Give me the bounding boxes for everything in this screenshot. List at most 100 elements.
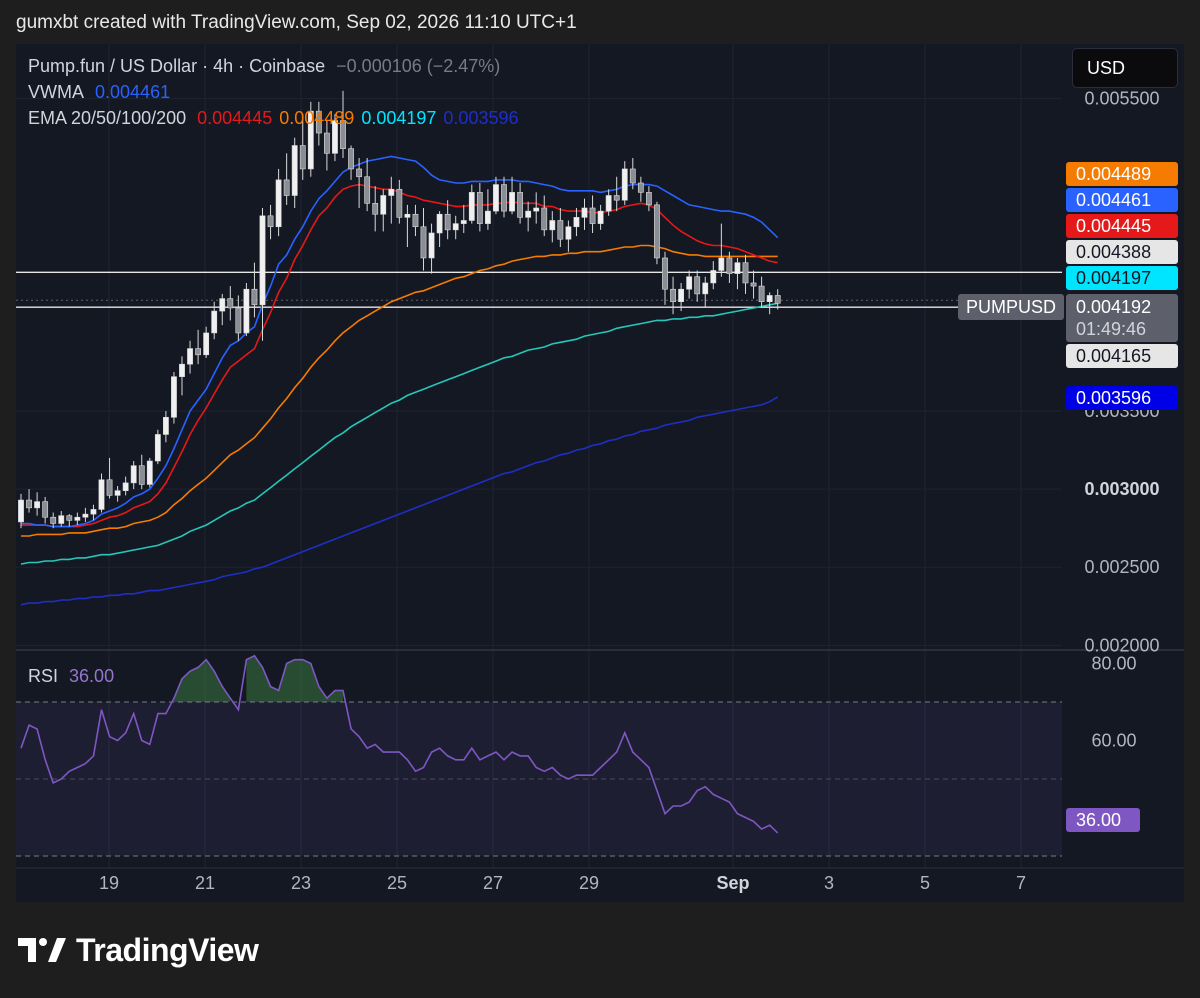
candle-down <box>195 348 201 356</box>
candle-up <box>549 220 556 231</box>
rsi-value: 36.00 <box>69 666 115 686</box>
candle-up <box>130 465 137 484</box>
candle-up <box>74 516 81 521</box>
time-axis-tick: 19 <box>99 873 119 893</box>
vwma-legend[interactable]: VWMA 0.004461 <box>28 82 176 103</box>
symbol-tag: PUMPUSD <box>958 294 1065 320</box>
rsi-axis-tick: 60.00 <box>1091 731 1136 751</box>
candle-down <box>26 499 32 509</box>
candle-up <box>460 220 467 224</box>
candle-up <box>621 168 628 201</box>
tradingview-brand[interactable]: TradingView <box>18 930 259 970</box>
ema50-price-label: 0.004489 <box>1066 162 1178 186</box>
candle-down <box>517 192 523 218</box>
candle-down <box>106 479 113 496</box>
candle-up <box>275 179 282 228</box>
price-axis-tick: 0.002500 <box>1084 557 1159 577</box>
candle-up <box>565 226 572 240</box>
chart-canvas[interactable]: 0.0055000.0035000.0030000.0025000.002000… <box>16 44 1184 902</box>
chart-credit: gumxbt created with TradingView.com, Sep… <box>16 12 577 33</box>
candle-down <box>750 282 757 287</box>
candle-down <box>742 262 749 284</box>
candle-up <box>187 348 193 365</box>
candle-up <box>18 499 24 523</box>
ema100-value: 0.004197 <box>361 108 437 128</box>
time-axis-tick: 29 <box>579 873 599 893</box>
level-high-price-label: 0.004388 <box>1066 240 1178 264</box>
vwma-label: VWMA <box>28 82 84 102</box>
last-price-value: 0.004192 <box>1076 297 1152 317</box>
candle-down <box>444 213 451 231</box>
candle-up <box>34 501 40 509</box>
candle-down <box>356 168 362 178</box>
currency-selector[interactable]: USD <box>1072 48 1178 88</box>
candle-down <box>476 192 483 224</box>
candle-up <box>211 310 218 334</box>
time-axis-tick: 21 <box>195 873 215 893</box>
candle-down <box>66 515 73 521</box>
candle-down <box>694 276 701 295</box>
vwma-value: 0.004461 <box>95 82 171 102</box>
candle-up <box>122 482 129 491</box>
candle-down <box>283 179 290 196</box>
candle-down <box>726 257 733 274</box>
price-axis-tick: 0.005500 <box>1084 89 1159 109</box>
ema200-price-label: 0.003596 <box>1066 386 1178 410</box>
chart-frame[interactable]: 0.005500 0.003500 0.003000 0.002500 0.002000… <box>16 44 1184 902</box>
candle-up <box>58 515 65 524</box>
ema20-price-label: 0.004445 <box>1066 214 1178 238</box>
candle-up <box>388 188 395 196</box>
candle-up <box>259 215 266 306</box>
candle-up <box>154 434 161 462</box>
candle-down <box>251 288 258 306</box>
candle-down <box>557 220 564 240</box>
candle-down <box>654 204 660 259</box>
candle-down <box>235 307 242 334</box>
time-axis-tick: 27 <box>483 873 503 893</box>
rsi-legend[interactable]: RSI 36.00 <box>28 666 120 687</box>
ema-legend[interactable]: EMA 20/50/100/200 0.004445 0.004489 0.00… <box>28 108 525 129</box>
candle-down <box>364 176 371 204</box>
ema-label: EMA 20/50/100/200 <box>28 108 187 128</box>
candle-down <box>541 207 548 231</box>
candle-down <box>315 110 322 134</box>
candle-up <box>573 217 580 228</box>
time-axis-tick: 5 <box>920 873 930 893</box>
symbol-title: Pump.fun / US Dollar · 4h · Coinbase <box>28 56 326 76</box>
time-axis-tick: Sep <box>716 873 749 893</box>
candle-down <box>629 168 636 184</box>
candle-up <box>734 262 741 274</box>
candle-up <box>436 213 443 234</box>
candle-up <box>605 195 612 212</box>
time-axis-tick: 25 <box>387 873 407 893</box>
candle-up <box>146 460 153 485</box>
candle-down <box>420 226 427 259</box>
candle-up <box>533 207 540 212</box>
rsi-overbought-fill <box>246 655 343 703</box>
tradingview-logo-icon <box>18 938 66 962</box>
ema20-value: 0.004445 <box>197 108 273 128</box>
candle-up <box>90 509 97 515</box>
time-axis-tick: 7 <box>1016 873 1026 893</box>
vwma-price-label: 0.004461 <box>1066 188 1178 212</box>
candle-down <box>227 298 234 309</box>
candle-down <box>42 501 49 518</box>
candle-down <box>774 295 781 304</box>
candle-up <box>702 282 709 295</box>
candle-down <box>323 132 330 154</box>
ema100-price-label: 0.004197 <box>1066 266 1178 290</box>
candle-up <box>203 332 210 356</box>
series-line-ema-200 <box>20 396 779 606</box>
candle-up <box>493 184 499 212</box>
candle-up <box>718 257 725 271</box>
candle-up <box>219 298 226 312</box>
candle-down <box>613 195 620 201</box>
bar-countdown: 01:49:46 <box>1076 319 1147 339</box>
candle-up <box>243 288 250 334</box>
price-axis-tick: 0.002000 <box>1084 635 1159 655</box>
candle-up <box>171 376 177 418</box>
ema50-value: 0.004489 <box>279 108 355 128</box>
symbol-legend[interactable]: Pump.fun / US Dollar · 4h · Coinbase −0.… <box>28 56 506 77</box>
candle-up <box>98 479 105 510</box>
candle-down <box>267 215 274 228</box>
